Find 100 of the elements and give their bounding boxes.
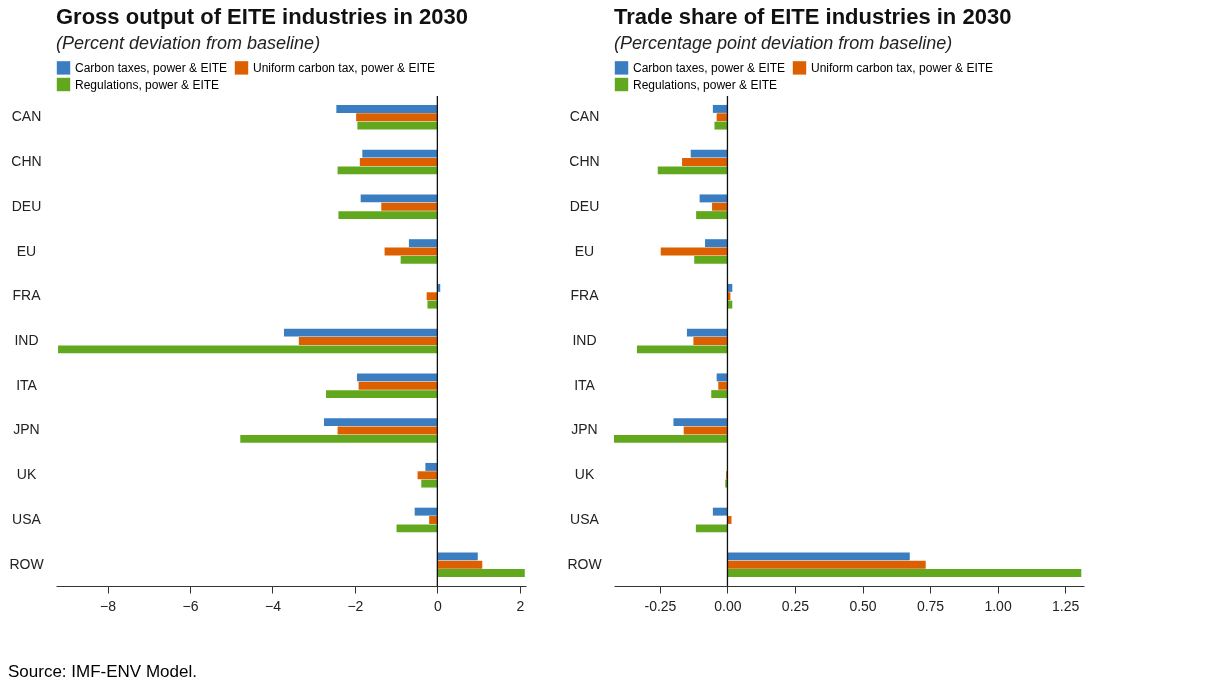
legend-label: Uniform carbon tax, power & EITE	[811, 60, 994, 75]
bar	[414, 507, 438, 516]
bar	[381, 202, 438, 211]
bar	[408, 239, 438, 248]
bar	[356, 373, 438, 382]
bar	[358, 381, 438, 390]
bar	[360, 194, 438, 203]
bar	[426, 292, 438, 301]
bar	[712, 507, 728, 516]
y-tick-label: IND	[14, 332, 39, 348]
bar	[718, 381, 728, 390]
bar	[682, 158, 728, 166]
y-tick-label: JPN	[571, 421, 598, 438]
bar	[356, 113, 438, 122]
bar	[283, 328, 438, 337]
bar	[686, 328, 728, 337]
bar	[240, 434, 438, 443]
bar	[716, 113, 728, 122]
bar	[298, 337, 438, 345]
y-tick-label: ROW	[567, 555, 603, 572]
source-note: Source: IMF-ENV Model.	[8, 662, 197, 682]
chart-subtitle: (Percentage point deviation from baseline)	[614, 33, 953, 53]
bar	[437, 569, 525, 578]
bar	[695, 524, 728, 533]
y-tick-label: USA	[570, 511, 600, 527]
chart-title: Gross output of EITE industries in 2030	[56, 4, 468, 29]
bar	[693, 337, 728, 345]
bar	[614, 434, 728, 443]
x-tick-label: −4	[264, 597, 282, 614]
legend-label: Carbon taxes, power & EITE	[75, 60, 228, 75]
y-tick-label: CAN	[569, 108, 600, 125]
bar	[421, 479, 438, 488]
x-tick-label: 1.00	[984, 597, 1012, 614]
x-tick-label: −8	[100, 597, 117, 614]
bar	[396, 524, 438, 533]
y-tick-label: CAN	[11, 108, 42, 125]
x-tick-label: 1.25	[1051, 597, 1080, 614]
x-tick-label: 0.25	[781, 597, 810, 614]
bar	[727, 560, 926, 569]
y-tick-label: UK	[16, 466, 37, 483]
y-tick-label: JPN	[13, 421, 40, 438]
x-tick-label: −6	[182, 597, 199, 614]
x-tick-label: 0	[433, 597, 442, 614]
bar	[711, 390, 728, 399]
bar	[326, 390, 438, 399]
y-tick-label: CHN	[569, 153, 600, 169]
bar	[437, 560, 483, 569]
x-tick-label: 2	[516, 597, 525, 614]
y-tick-label: USA	[12, 511, 42, 527]
x-tick-label: 0.50	[849, 597, 877, 614]
y-tick-label: IND	[572, 332, 597, 348]
bar	[425, 462, 438, 471]
y-tick-label: ITA	[16, 376, 38, 393]
bar	[712, 202, 728, 211]
bar	[427, 300, 438, 309]
bar	[699, 194, 728, 203]
bar	[429, 516, 438, 524]
y-tick-label: UK	[574, 466, 595, 483]
bar	[712, 104, 728, 113]
bar	[657, 166, 728, 175]
bar	[337, 166, 438, 175]
y-tick-label: FRA	[12, 287, 42, 304]
bar	[336, 104, 438, 113]
bar	[362, 149, 438, 158]
bar	[714, 121, 728, 130]
y-tick-label: ROW	[9, 555, 45, 572]
bar	[705, 239, 728, 248]
bar	[716, 373, 728, 382]
bar	[359, 158, 438, 166]
bar	[673, 418, 728, 427]
bar	[323, 418, 438, 427]
legend-label: Carbon taxes, power & EITE	[633, 60, 786, 75]
legend-label: Uniform carbon tax, power & EITE	[253, 60, 436, 75]
y-tick-label: EU	[574, 242, 595, 259]
x-tick-label: −2	[347, 597, 364, 614]
legend-label: Regulations, power & EITE	[75, 77, 220, 92]
y-tick-label: DEU	[11, 197, 42, 214]
bar	[338, 211, 438, 220]
y-tick-label: ITA	[574, 376, 596, 393]
y-tick-label: EU	[16, 242, 37, 259]
x-tick-label: -0.25	[644, 597, 677, 614]
bar	[58, 345, 438, 354]
chart-subtitle: (Percent deviation from baseline)	[56, 33, 321, 53]
x-tick-label: 0.00	[714, 597, 742, 614]
y-tick-label: FRA	[570, 287, 600, 304]
bar	[727, 552, 910, 561]
bar	[357, 121, 438, 130]
y-tick-label: DEU	[569, 197, 600, 214]
bar	[690, 149, 728, 158]
bar	[694, 255, 728, 264]
y-tick-label: CHN	[11, 153, 42, 169]
legend-label: Regulations, power & EITE	[633, 77, 778, 92]
bar	[727, 569, 1082, 578]
bar	[400, 255, 438, 264]
bar	[636, 345, 728, 354]
chart-title: Trade share of EITE industries in 2030	[614, 4, 1012, 29]
bar	[437, 552, 478, 561]
x-tick-label: 0.75	[916, 597, 945, 614]
bar	[696, 211, 728, 220]
bar	[417, 471, 438, 480]
